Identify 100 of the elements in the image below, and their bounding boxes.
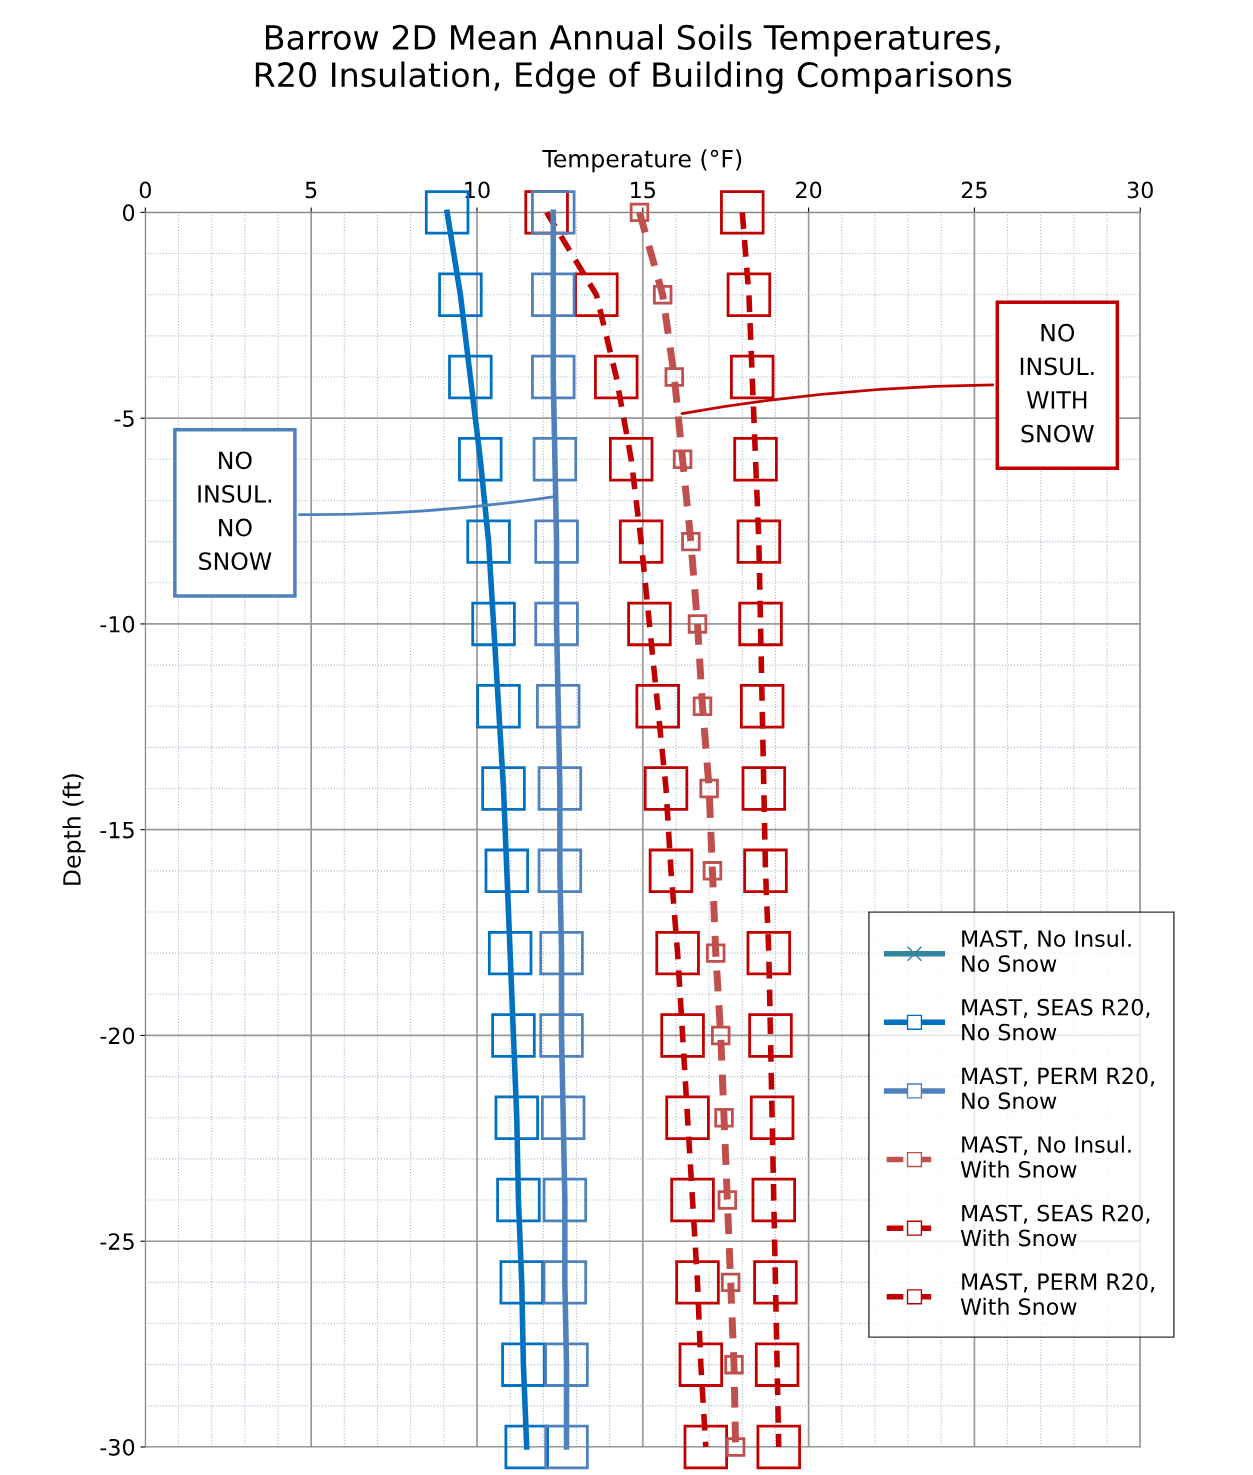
point bbox=[736, 519, 782, 564]
point bbox=[643, 766, 689, 811]
point bbox=[608, 437, 654, 482]
x-tick-label: 20 bbox=[796, 181, 822, 199]
point bbox=[496, 1177, 541, 1223]
point bbox=[531, 272, 576, 317]
y-tick-label: -25 bbox=[100, 1233, 134, 1250]
point bbox=[738, 601, 783, 647]
point bbox=[717, 1190, 738, 1210]
point bbox=[574, 272, 619, 317]
point bbox=[748, 1013, 793, 1058]
point bbox=[629, 202, 650, 223]
point bbox=[648, 848, 694, 894]
legend-label: MAST, No Insul. With Snow bbox=[960, 1135, 1131, 1178]
y-tick-label: -5 bbox=[114, 410, 134, 427]
annotation: NO INSUL. NO SNOW bbox=[198, 451, 272, 571]
point bbox=[756, 1424, 801, 1470]
point bbox=[664, 367, 685, 387]
point bbox=[618, 519, 664, 564]
point bbox=[544, 1424, 589, 1470]
point bbox=[531, 190, 576, 235]
point bbox=[542, 1260, 588, 1305]
point bbox=[481, 766, 526, 811]
point bbox=[536, 684, 581, 729]
point bbox=[749, 1095, 795, 1140]
point bbox=[714, 1108, 734, 1128]
y-tick-label: 0 bbox=[122, 204, 135, 222]
point bbox=[531, 354, 576, 400]
x-axis-title: Temperature (°F) bbox=[542, 149, 742, 173]
point bbox=[720, 1272, 741, 1293]
point bbox=[678, 1342, 724, 1387]
x-tick-label: 25 bbox=[961, 181, 987, 199]
point bbox=[670, 1177, 715, 1223]
point bbox=[665, 1095, 710, 1140]
point bbox=[743, 848, 788, 894]
point bbox=[724, 1354, 744, 1375]
point bbox=[681, 531, 701, 552]
point bbox=[542, 1177, 588, 1223]
point bbox=[746, 930, 792, 976]
x-tick-label: 30 bbox=[1127, 181, 1153, 199]
y-tick-label: -30 bbox=[100, 1438, 135, 1456]
point bbox=[476, 684, 521, 729]
point bbox=[448, 354, 493, 400]
x-tick-label: 15 bbox=[631, 181, 655, 199]
legend-label: MAST, SEAS R20, With Snow bbox=[960, 1204, 1150, 1247]
point bbox=[540, 1095, 586, 1140]
legend-label: MAST, No Insul. No Snow bbox=[962, 929, 1131, 972]
point bbox=[751, 1177, 797, 1223]
point bbox=[494, 1095, 539, 1140]
point bbox=[539, 1013, 584, 1058]
point bbox=[711, 1025, 731, 1046]
y-tick-label: -20 bbox=[100, 1027, 135, 1045]
point bbox=[672, 449, 693, 470]
point bbox=[484, 848, 530, 894]
point bbox=[635, 684, 680, 729]
point bbox=[699, 778, 719, 799]
point bbox=[537, 766, 583, 811]
annotation: NO INSUL. WITH SNOW bbox=[1020, 323, 1094, 443]
point bbox=[438, 272, 483, 317]
point bbox=[539, 930, 584, 976]
point bbox=[491, 1013, 536, 1058]
point bbox=[627, 601, 672, 647]
point bbox=[687, 614, 708, 634]
point bbox=[675, 1260, 720, 1305]
point bbox=[471, 601, 516, 647]
point bbox=[544, 1342, 589, 1387]
legend-label: MAST, SEAS R20, No Snow bbox=[962, 998, 1150, 1041]
point bbox=[706, 943, 726, 963]
y-tick-label: -10 bbox=[100, 615, 135, 633]
point bbox=[660, 1013, 705, 1058]
x-tick-label: 10 bbox=[465, 181, 490, 199]
point bbox=[487, 930, 533, 976]
point bbox=[702, 861, 723, 881]
legend-label: MAST, PERM R20, No Snow bbox=[962, 1067, 1154, 1110]
point bbox=[458, 437, 503, 482]
point bbox=[537, 848, 583, 894]
point bbox=[720, 190, 765, 235]
point bbox=[754, 1342, 800, 1387]
point bbox=[739, 684, 785, 729]
point bbox=[726, 272, 772, 317]
point bbox=[692, 696, 713, 716]
point bbox=[725, 1437, 746, 1457]
point bbox=[655, 930, 700, 976]
x-tick-label: 5 bbox=[305, 181, 317, 199]
x-tick-label: 0 bbox=[139, 181, 151, 199]
point bbox=[753, 1260, 798, 1305]
point bbox=[652, 284, 673, 305]
point bbox=[534, 601, 579, 647]
chart-title: Barrow 2D Mean Annual Soils Temperatures, R20 Insulation, Edge of Building Comparisons bbox=[255, 24, 1012, 94]
point bbox=[499, 1260, 544, 1305]
point bbox=[594, 354, 639, 400]
point bbox=[534, 519, 579, 564]
legend-label: MAST, PERM R20, With Snow bbox=[960, 1273, 1154, 1316]
point bbox=[733, 437, 778, 482]
point bbox=[504, 1424, 549, 1470]
point bbox=[730, 354, 775, 400]
y-tick-label: -15 bbox=[100, 821, 134, 839]
point bbox=[466, 519, 511, 564]
point bbox=[532, 437, 578, 482]
y-axis-title: Depth (ft) bbox=[62, 774, 86, 885]
